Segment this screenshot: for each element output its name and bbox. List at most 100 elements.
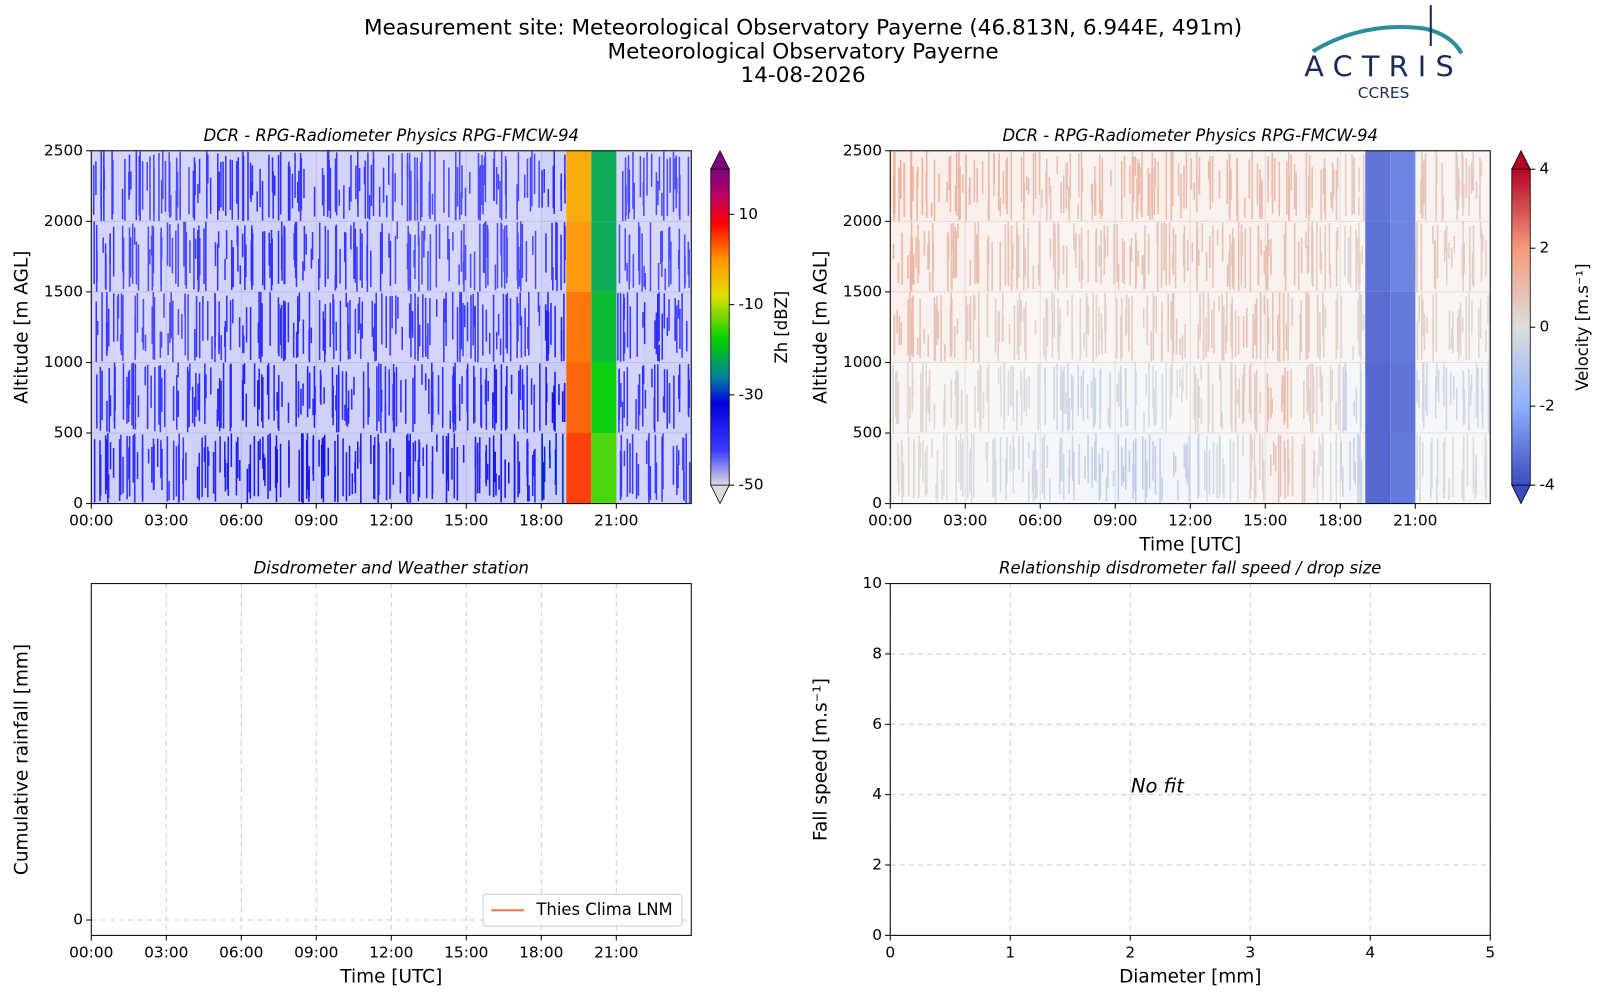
heatmap-cell [1190, 221, 1216, 292]
cell-streak [687, 363, 690, 415]
cell-streak [96, 320, 99, 336]
cell-streak [1182, 241, 1185, 267]
cell-streak [486, 463, 489, 480]
cell-streak [310, 248, 313, 269]
cell-streak [1359, 362, 1362, 433]
cell-streak [979, 363, 981, 427]
cell-streak [505, 225, 508, 284]
cell-streak [1043, 317, 1045, 357]
cell-streak [485, 367, 488, 430]
heatmap-cell [1015, 150, 1041, 222]
cell-streak [1456, 155, 1458, 220]
cell-streak [287, 302, 290, 343]
cell-streak [1237, 433, 1239, 503]
heatmap-cell [1140, 362, 1166, 434]
cell-streak [1044, 368, 1046, 386]
cell-streak [1005, 160, 1007, 209]
cell-streak [626, 367, 629, 427]
cell-streak [625, 184, 627, 216]
cell-streak [677, 450, 680, 465]
heatmap-cell [1440, 221, 1466, 292]
cell-streak [503, 228, 505, 273]
cell-streak [500, 150, 503, 221]
heatmap-cell [915, 291, 941, 363]
cell-streak [392, 153, 394, 221]
cell-streak [959, 433, 962, 491]
cell-streak [329, 302, 332, 348]
cell-streak [1051, 303, 1054, 358]
cell-streak [941, 481, 943, 501]
heatmap-cell [1190, 433, 1216, 504]
cell-streak [427, 250, 429, 291]
heatmap-cell [1190, 291, 1216, 363]
cell-streak [999, 365, 1002, 391]
cell-streak [412, 442, 415, 495]
cell-streak [1336, 293, 1339, 350]
heatmap-cell [1215, 362, 1241, 434]
cell-streak [399, 471, 402, 494]
heatmap-cell [1040, 221, 1066, 292]
heatmap-cell [116, 362, 142, 434]
cell-fill [1290, 291, 1316, 363]
cell-streak [195, 295, 198, 358]
cell-streak [149, 156, 151, 221]
cell-streak [1306, 366, 1308, 412]
cell-streak [460, 292, 463, 350]
cell-streak [1150, 331, 1153, 362]
cell-fill [341, 362, 367, 434]
cell-streak [509, 298, 512, 326]
cell-streak [1204, 449, 1206, 491]
heatmap-cell [1140, 150, 1166, 222]
cell-streak [988, 185, 990, 214]
cell-streak [1453, 235, 1456, 253]
cell-streak [447, 433, 450, 492]
cell-streak [956, 318, 959, 335]
cell-streak [632, 253, 635, 288]
heatmap-cell [915, 362, 941, 434]
cell-streak [1045, 159, 1048, 181]
cell-streak [460, 230, 463, 263]
cell-streak [419, 162, 422, 221]
cell-streak [1300, 299, 1303, 352]
cell-streak [106, 401, 108, 432]
cell-streak [1100, 313, 1103, 340]
heatmap-cell [1390, 150, 1416, 222]
cell-streak [102, 155, 105, 216]
cell-streak [1285, 323, 1288, 351]
cell-streak [1020, 300, 1023, 322]
cell-streak [1197, 378, 1199, 432]
heatmap-cell [166, 150, 192, 222]
cell-streak [1025, 301, 1027, 361]
cell-streak [133, 227, 136, 245]
cell-streak [629, 306, 632, 359]
x-tick-label: 3 [1245, 943, 1255, 961]
chart-title: DCR - RPG-Radiometer Physics RPG-FMCW-94 [1003, 126, 1378, 145]
heatmap-cell [441, 291, 467, 363]
cell-streak [353, 376, 355, 396]
cell-streak [940, 470, 943, 485]
cell-streak [1355, 387, 1358, 424]
heatmap-cell [1115, 433, 1141, 504]
cell-streak [639, 156, 642, 198]
cell-streak [493, 391, 495, 407]
cell-streak [920, 372, 922, 433]
cell-streak [151, 446, 153, 483]
cell-streak [518, 461, 521, 494]
cell-streak [533, 384, 536, 433]
cell-streak [898, 316, 901, 346]
cell-streak [676, 305, 678, 353]
heatmap-cell [1315, 221, 1341, 292]
cell-streak [965, 296, 967, 361]
cell-streak [1037, 263, 1040, 281]
cell-streak [1478, 193, 1481, 215]
cell-streak [1080, 376, 1083, 409]
cell-streak [494, 264, 497, 291]
cell-streak [481, 154, 483, 206]
cell-streak [910, 309, 913, 355]
cell-streak [1320, 170, 1322, 221]
cell-streak [1466, 433, 1469, 487]
heatmap-cell [291, 362, 317, 434]
cell-fill [566, 221, 592, 292]
cell-streak [104, 435, 107, 495]
y-tick-label: 2000 [843, 212, 882, 230]
